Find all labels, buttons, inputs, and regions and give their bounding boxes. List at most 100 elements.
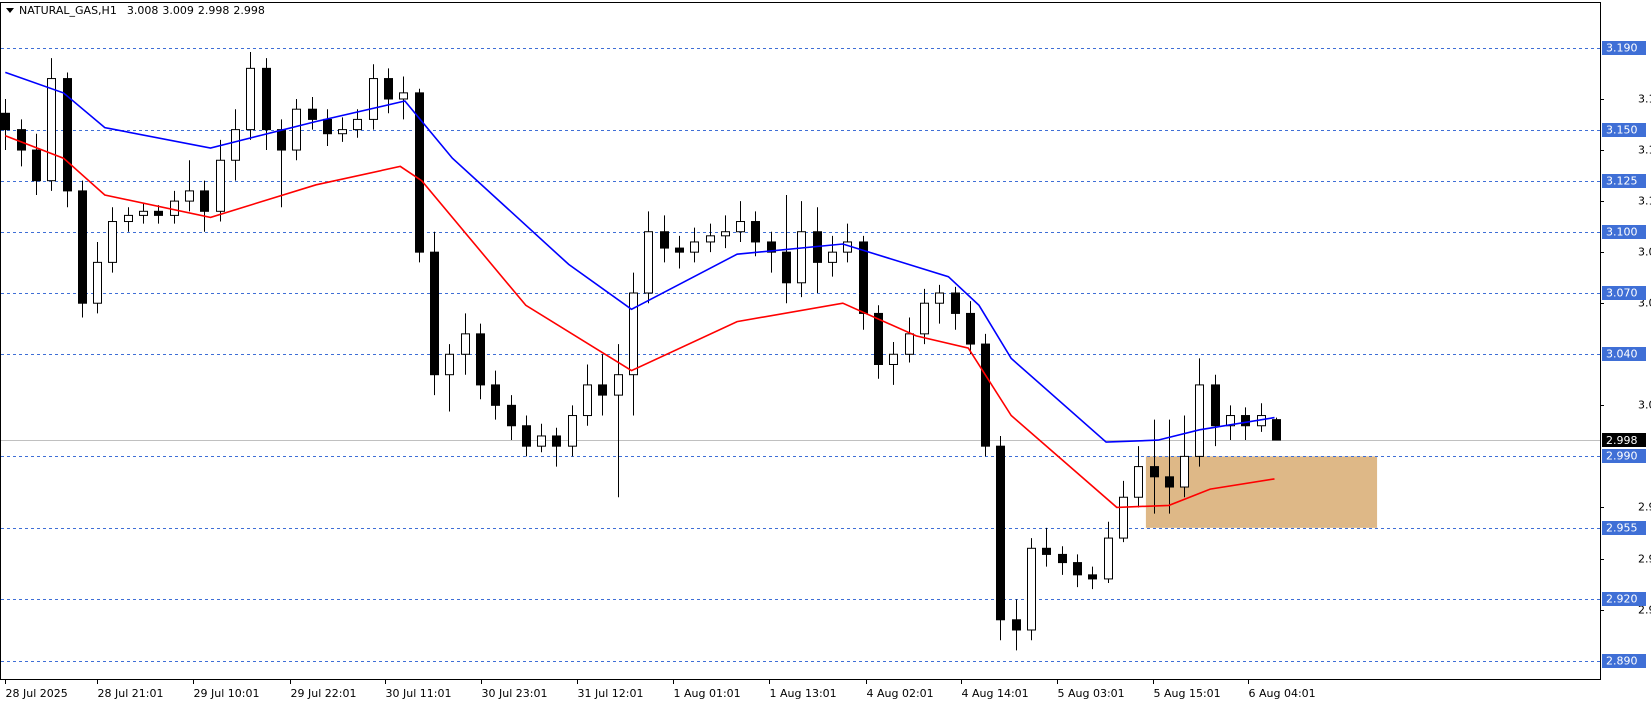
candle-body (1073, 562, 1082, 576)
candle-body (17, 129, 26, 151)
candle-body (47, 78, 56, 182)
y-tick-label: 3.140 (1638, 144, 1651, 157)
candle-body (216, 159, 225, 212)
level-label: 3.190 (1606, 42, 1638, 55)
candle-body (323, 118, 332, 135)
y-tick-label: 2.940 (1638, 553, 1651, 566)
candle-body (935, 292, 944, 304)
x-tick-label: 30 Jul 23:01 (482, 687, 548, 700)
candle-body (629, 292, 638, 376)
level-label: 3.150 (1606, 124, 1638, 137)
candle-body (292, 108, 301, 151)
candle-body (1211, 384, 1220, 427)
candle-body (231, 129, 240, 161)
level-label-box (1602, 521, 1646, 535)
x-tick-label: 28 Jul 21:01 (98, 687, 164, 700)
candle-body (369, 78, 378, 120)
candle-body (1088, 574, 1097, 580)
candle-body (583, 384, 592, 417)
last-open: 3.008 (127, 4, 159, 17)
candle-body (706, 235, 715, 243)
candle-body (598, 384, 607, 396)
x-tick-label: 29 Jul 22:01 (291, 687, 357, 700)
level-label: 2.890 (1606, 655, 1638, 668)
candle-body (1195, 384, 1204, 457)
candle-body (108, 221, 117, 263)
candle-body (537, 435, 546, 447)
candle-body (552, 435, 561, 447)
x-tick-label: 29 Jul 10:01 (194, 687, 260, 700)
candle-body (797, 231, 806, 284)
candle-body (767, 241, 776, 253)
candle-body (889, 353, 898, 365)
candle-body (185, 190, 194, 202)
level-label-box (1602, 347, 1646, 361)
candle-body (736, 221, 745, 233)
candle-body (1165, 476, 1174, 488)
candle-body (32, 149, 41, 182)
price-label-box (1602, 433, 1646, 447)
candle-body (415, 92, 424, 253)
x-tick-label: 5 Aug 15:01 (1154, 687, 1221, 700)
level-label-box (1602, 592, 1646, 606)
y-tick-label: 2.915 (1638, 604, 1651, 617)
level-label-box (1602, 654, 1646, 668)
candle-body (751, 221, 760, 243)
candle-body (384, 78, 393, 100)
level-label: 2.920 (1606, 593, 1638, 606)
candle-body (675, 247, 684, 253)
level-label: 3.125 (1606, 175, 1638, 188)
candle-body (308, 108, 317, 120)
level-label: 3.100 (1606, 226, 1638, 239)
candle-body (399, 92, 408, 100)
candle-body (951, 292, 960, 314)
candle-body (1058, 553, 1067, 564)
candle-body (139, 210, 148, 216)
x-tick-label: 6 Aug 04:01 (1249, 687, 1316, 700)
candle-body (78, 190, 87, 304)
candle-body (430, 251, 439, 376)
level-label-box (1602, 174, 1646, 188)
x-tick-label: 31 Jul 12:01 (578, 687, 644, 700)
x-tick-label: 1 Aug 13:01 (770, 687, 837, 700)
candle-body (859, 241, 868, 314)
candle-body (1150, 466, 1159, 478)
moving-average (5, 134, 1275, 509)
candle-body (920, 302, 929, 335)
level-label-box (1602, 286, 1646, 300)
level-label: 3.040 (1606, 348, 1638, 361)
candle-body (690, 241, 699, 253)
candle-body (721, 231, 730, 237)
candle-body (445, 353, 454, 376)
plot-frame (0, 2, 1601, 680)
x-tick-label: 4 Aug 14:01 (962, 687, 1029, 700)
candle-body (461, 333, 470, 355)
y-tick-label: 3.015 (1638, 399, 1651, 412)
candle-body (200, 190, 209, 212)
level-label-box (1602, 41, 1646, 55)
candle-body (614, 374, 623, 396)
level-label-box (1602, 123, 1646, 137)
candle-body (1272, 419, 1281, 441)
candle-body (170, 200, 179, 216)
candle-body (476, 333, 485, 386)
level-label: 2.990 (1606, 450, 1638, 463)
level-label: 2.955 (1606, 522, 1638, 535)
candle-body (644, 231, 653, 294)
candle-body (1042, 547, 1051, 555)
symbol: NATURAL_GAS,H1 3.008 3.009 2.998 2.998 (19, 4, 265, 17)
candle-body (277, 129, 286, 151)
candle-body (1241, 415, 1250, 427)
candle-body (966, 312, 975, 345)
candle-body (996, 445, 1005, 621)
candle-body (491, 384, 500, 406)
candle-body (93, 261, 102, 304)
x-tick-label: 1 Aug 01:01 (674, 687, 741, 700)
candle-body (353, 118, 362, 131)
candle-body (828, 251, 837, 263)
y-tick-label: 3.115 (1638, 195, 1651, 208)
level-label-box (1602, 449, 1646, 463)
candle-body (1, 112, 10, 131)
